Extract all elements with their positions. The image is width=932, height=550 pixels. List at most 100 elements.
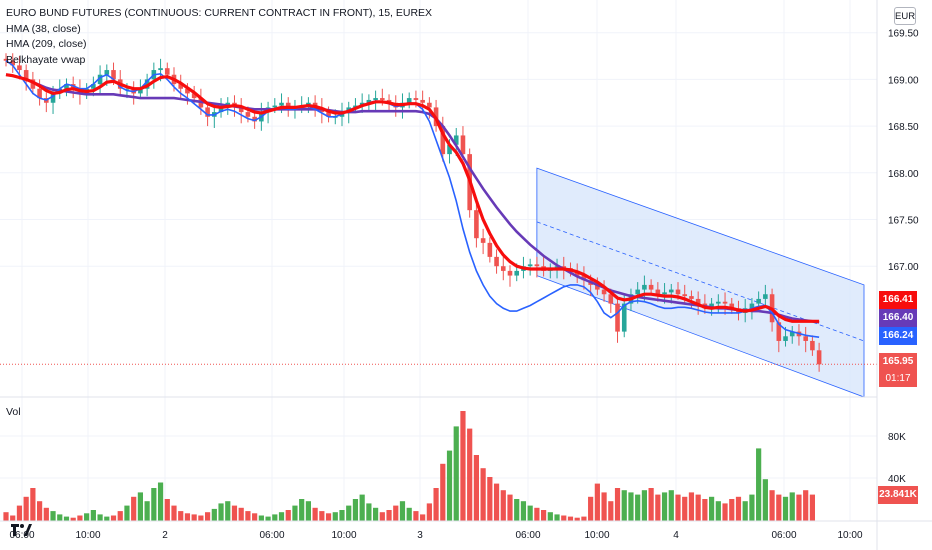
candle-body [668, 289, 674, 293]
volume-bar [299, 499, 305, 521]
volume-bar [205, 512, 211, 521]
volume-bar [413, 511, 419, 521]
volume-bar [628, 492, 634, 521]
volume-bar [63, 516, 70, 521]
candle-body [608, 294, 614, 304]
x-tick-label: 10:00 [331, 530, 356, 541]
candle-body [285, 102, 291, 108]
vwap-line [5, 73, 820, 324]
volume-bar [37, 501, 43, 521]
x-tick-label: 3 [417, 530, 423, 541]
volume-bars [3, 411, 815, 521]
volume-bar [346, 505, 352, 521]
legend-hma38[interactable]: HMA (38, close) [6, 22, 81, 35]
candle-body [138, 88, 143, 94]
candle-body [252, 116, 257, 122]
volume-bar [789, 492, 795, 521]
y-tick-label: 168.50 [888, 122, 919, 133]
legend-hma209[interactable]: HMA (209, close) [6, 38, 87, 50]
volume-bar [332, 512, 338, 521]
volume-bar [782, 496, 789, 521]
candle-body [763, 294, 768, 299]
volume-bar [648, 488, 654, 521]
candle-body [406, 98, 412, 103]
candle-body [642, 284, 647, 290]
volume-bar [695, 494, 701, 521]
volume-bar [265, 516, 271, 521]
volume-bar [157, 482, 164, 521]
volume-bar [641, 490, 647, 521]
volume-bar [608, 501, 614, 521]
volume-bar [467, 428, 473, 521]
volume-bar [514, 499, 520, 521]
volume-bar [762, 479, 768, 521]
volume-bar [776, 494, 782, 521]
volume-bar [97, 514, 103, 521]
channel-area [536, 167, 865, 398]
volume-bar [399, 501, 406, 521]
volume-bar [487, 477, 493, 521]
candle-body [427, 102, 432, 108]
candle-body [682, 294, 688, 297]
candle-body [716, 301, 721, 304]
x-tick-label: 10:00 [837, 530, 862, 541]
candle-body [191, 93, 197, 99]
candle-body [164, 68, 170, 75]
volume-bar [57, 514, 63, 521]
x-tick-label: 06:00 [9, 530, 34, 541]
volume-bar [110, 515, 117, 521]
volume-bar [601, 492, 607, 521]
currency-button[interactable]: EUR [894, 7, 916, 25]
legend-vwap[interactable]: Belkhayate vwap [6, 53, 86, 66]
volume-bar [581, 516, 587, 521]
volume-bar [541, 510, 547, 521]
candle-body [158, 68, 163, 71]
y-tick-label: 167.50 [888, 216, 919, 227]
volume-bar [292, 505, 298, 521]
x-tick-label: 06:00 [771, 530, 796, 541]
candle-body [30, 79, 36, 89]
volume-bar [3, 512, 9, 521]
candle-body [3, 58, 9, 61]
volume-bar [352, 499, 359, 521]
candle-body [601, 289, 607, 295]
volume-bar [742, 501, 748, 521]
volume-bar [661, 492, 668, 521]
volume-bar [588, 496, 594, 521]
volume-label[interactable]: Vol [6, 406, 21, 418]
candles [3, 53, 822, 372]
candle-body [527, 264, 533, 267]
candle-body [500, 266, 506, 271]
volume-bar [258, 515, 264, 521]
y-tick-label: 169.50 [888, 29, 919, 40]
legend-title[interactable]: EURO BUND FUTURES (CONTINUOUS: CURRENT C… [6, 7, 433, 19]
volume-bar [749, 494, 755, 521]
candle-body [689, 296, 694, 299]
candle-body [460, 135, 466, 155]
tradingview-logo-icon[interactable] [10, 522, 32, 538]
candle-body [447, 144, 452, 155]
volume-bar [735, 496, 742, 521]
candle-body [675, 289, 681, 295]
candle-body [440, 126, 446, 155]
x-tick-label: 06:00 [515, 530, 540, 541]
candle-body [494, 256, 499, 267]
candle-body [111, 70, 116, 80]
legend: EURO BUND FUTURES (CONTINUOUS: CURRENT C… [6, 6, 432, 68]
volume-tick-label: 40K [888, 474, 906, 485]
volume-bar [796, 494, 802, 521]
candle-body [729, 303, 735, 309]
candle-body [756, 298, 761, 304]
volume-bar [252, 513, 258, 521]
volume-bar [554, 514, 560, 521]
candle-body [50, 93, 56, 103]
hma38-line [5, 73, 820, 323]
volume-bar [144, 501, 150, 521]
volume-bar [198, 515, 204, 521]
y-tick-label: 167.00 [888, 262, 919, 273]
volume-bar [547, 512, 553, 521]
volume-bar [688, 492, 695, 521]
volume-bar [655, 494, 661, 521]
